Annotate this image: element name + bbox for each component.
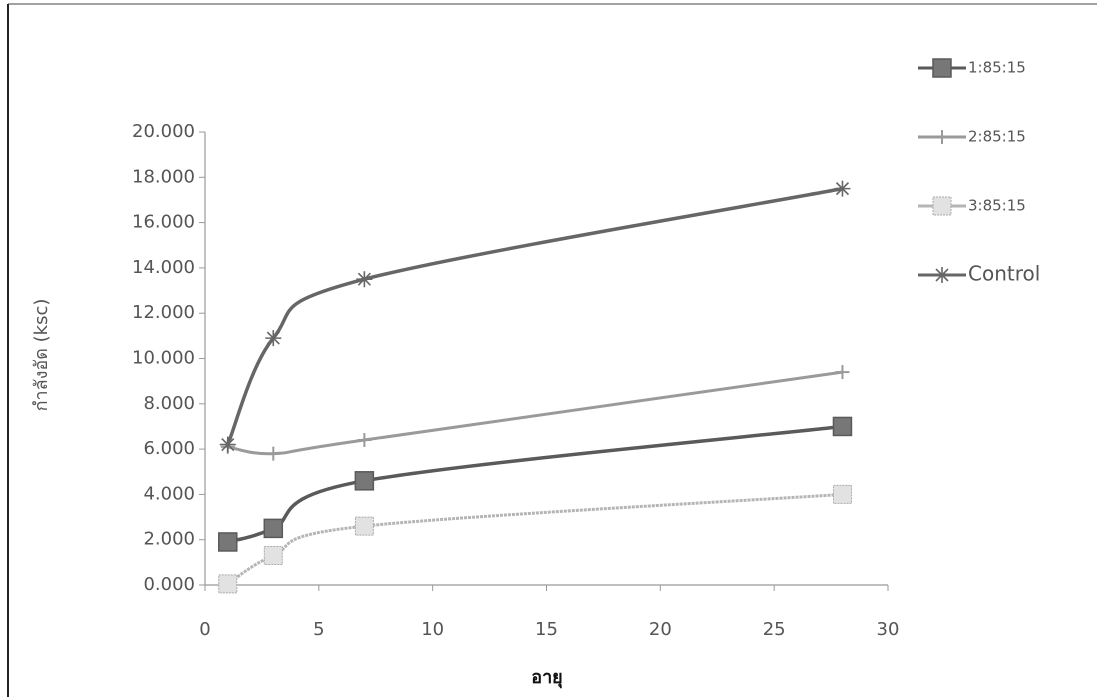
x-tick-label: 30 <box>877 619 900 640</box>
marker-part <box>354 471 375 491</box>
marker-part <box>263 518 284 539</box>
marker-part <box>218 574 238 594</box>
marker-part <box>221 438 235 452</box>
legend-label: 1:85:15 <box>968 59 1026 77</box>
series-line <box>227 370 843 456</box>
y-tick-label: 20.000 <box>132 121 195 142</box>
y-tick-label: 10.000 <box>132 348 195 369</box>
marker <box>354 471 375 491</box>
y-tick-label: 18.000 <box>132 166 195 187</box>
marker <box>834 180 851 197</box>
x-tick-label: 20 <box>649 619 672 640</box>
marker <box>934 267 950 283</box>
marker <box>218 574 238 594</box>
marker <box>354 516 374 536</box>
x-axis-title: อายุ <box>531 667 562 689</box>
y-tick-label: 2.000 <box>143 529 195 550</box>
x-tick-label: 5 <box>313 619 324 640</box>
y-tick-label: 12.000 <box>132 302 195 323</box>
marker-part <box>266 331 280 345</box>
series-line <box>227 424 843 544</box>
y-tick-label: 0.000 <box>143 574 195 595</box>
marker <box>263 518 284 539</box>
y-tick-label: 6.000 <box>143 438 195 459</box>
marker <box>832 416 853 437</box>
legend-label: 3:85:15 <box>968 197 1026 215</box>
marker-part <box>354 516 374 536</box>
marker-part <box>832 484 852 504</box>
marker <box>219 436 236 453</box>
y-axis-title: กำลังอัด (ksc) <box>31 299 52 412</box>
marker <box>932 58 952 78</box>
x-tick-label: 25 <box>763 619 786 640</box>
marker-part <box>932 196 952 216</box>
legend-label: 2:85:15 <box>968 128 1026 146</box>
marker <box>935 130 949 144</box>
x-tick-label: 10 <box>421 619 444 640</box>
marker-part <box>932 58 952 78</box>
marker <box>218 532 238 552</box>
marker <box>932 196 952 216</box>
marker-part <box>357 272 371 286</box>
marker-part <box>935 268 949 282</box>
x-tick-label: 15 <box>535 619 558 640</box>
y-tick-label: 14.000 <box>132 257 195 278</box>
series-line <box>226 186 843 446</box>
y-tick-label: 16.000 <box>132 212 195 233</box>
marker <box>263 546 283 566</box>
marker <box>357 433 372 448</box>
marker-part <box>832 416 853 437</box>
marker <box>266 446 281 461</box>
marker <box>265 330 282 347</box>
series-line <box>226 492 843 586</box>
marker-part <box>263 546 283 566</box>
legend-label: Control <box>968 262 1040 286</box>
y-tick-label: 8.000 <box>143 393 195 414</box>
marker-part <box>835 182 850 196</box>
marker <box>835 365 850 380</box>
marker-part <box>218 532 238 552</box>
marker <box>356 271 373 288</box>
marker <box>832 484 852 504</box>
y-tick-label: 4.000 <box>143 483 195 504</box>
x-tick-label: 0 <box>199 619 210 640</box>
